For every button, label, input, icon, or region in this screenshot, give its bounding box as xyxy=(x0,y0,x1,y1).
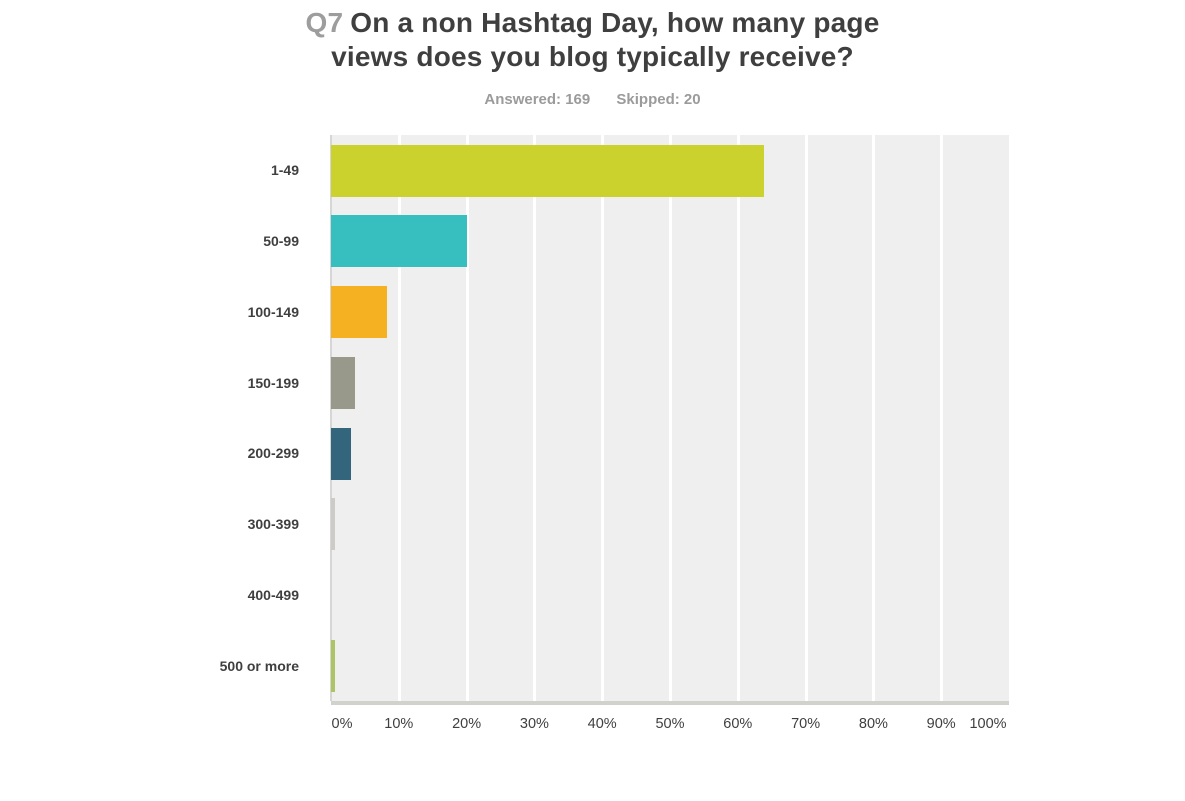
category-label: 1-49 xyxy=(270,162,299,179)
title-line-1: Q7 On a non Hashtag Day, how many page xyxy=(0,6,1185,40)
plot-area xyxy=(330,135,1009,701)
x-tick-label: 0% xyxy=(331,716,353,732)
x-tick-label: 80% xyxy=(858,716,888,732)
x-tick-label: 30% xyxy=(519,716,549,732)
x-tick-label: 50% xyxy=(655,716,685,732)
bar-200-299 xyxy=(331,427,352,480)
category-label: 500 or more xyxy=(219,657,299,674)
gridline xyxy=(872,135,876,701)
gridline xyxy=(533,135,537,701)
category-label: 50-99 xyxy=(263,233,299,250)
title-text-line1: On a non Hashtag Day, how many page xyxy=(350,7,880,38)
bar-1-49 xyxy=(331,144,765,197)
bar-500 or more xyxy=(331,639,335,692)
category-label: 200-299 xyxy=(247,445,299,462)
page-title: Q7 On a non Hashtag Day, how many page vi… xyxy=(0,6,1185,74)
gridline xyxy=(669,135,672,701)
category-label: 400-499 xyxy=(247,586,299,603)
y-axis-line xyxy=(330,135,332,701)
x-tick-label: 100% xyxy=(969,716,1007,732)
bar-100-149 xyxy=(331,286,388,338)
bar-150-199 xyxy=(331,356,356,409)
x-axis: 0% 10% 20% 30% 40% 50% 60% 70% 80% 90% 100% xyxy=(331,716,1009,740)
x-axis-line xyxy=(331,701,1009,705)
title-text-line2: views does you blog typically receive? xyxy=(331,41,854,72)
x-tick-label: 10% xyxy=(384,716,414,732)
bar-50-99 xyxy=(331,215,468,268)
gridline xyxy=(397,135,401,701)
x-tick-label: 70% xyxy=(791,716,821,732)
category-labels: 1-49 50-99 100-149 150-199 200-299 300-399 400… xyxy=(0,135,315,701)
bar-300-399 xyxy=(331,498,335,551)
gridline xyxy=(804,135,808,701)
gridline xyxy=(940,135,944,701)
x-tick-label: 60% xyxy=(723,716,753,732)
category-label: 100-149 xyxy=(247,303,299,320)
x-tick-label: 20% xyxy=(452,716,482,732)
gridline xyxy=(601,135,605,701)
gridline xyxy=(736,135,740,701)
x-tick-label: 90% xyxy=(926,716,956,732)
question-number: Q7 xyxy=(305,7,344,38)
skipped-count: Skipped: 20 xyxy=(616,91,701,108)
response-stats: Answered: 169 Skipped: 20 xyxy=(0,91,1185,108)
category-label: 150-199 xyxy=(247,374,299,391)
gridline xyxy=(465,135,469,701)
category-label: 300-399 xyxy=(247,516,299,533)
x-tick-label: 40% xyxy=(587,716,617,732)
answered-count: Answered: 169 xyxy=(484,91,591,108)
